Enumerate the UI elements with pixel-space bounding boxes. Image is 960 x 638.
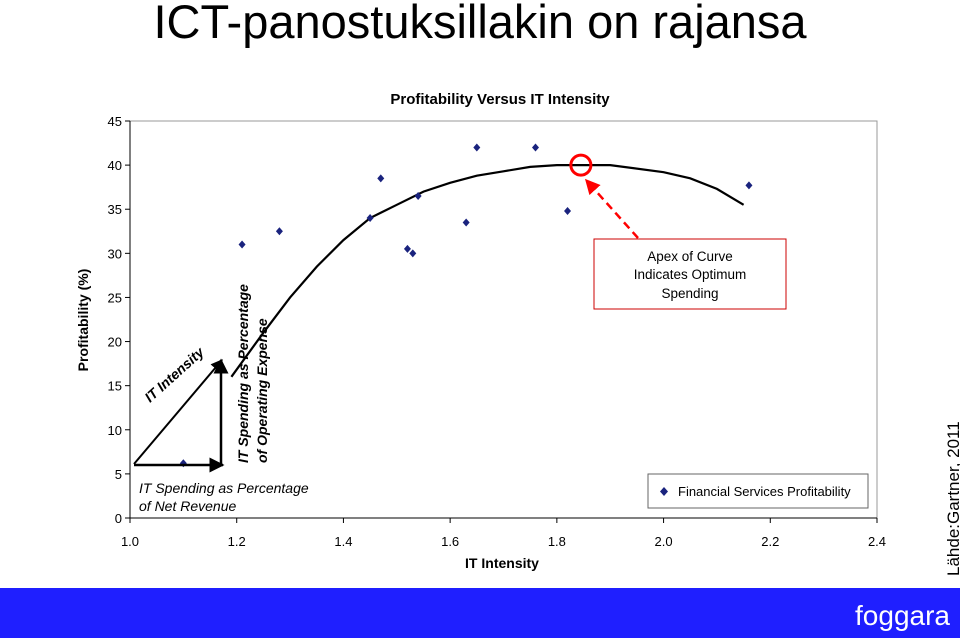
vertical-label-line-1: IT Spending as Percentage <box>235 284 251 463</box>
vertical-label-line-2: of Operating Expense <box>254 318 270 463</box>
y-tick-label: 40 <box>108 158 122 173</box>
horizontal-label-line-1: IT Spending as Percentage <box>139 480 309 496</box>
data-point <box>403 244 411 253</box>
legend-label: Financial Services Profitability <box>678 484 851 499</box>
x-tick-label: 2.0 <box>655 534 673 549</box>
data-point <box>462 218 470 227</box>
y-tick-label: 15 <box>108 379 122 394</box>
x-axis-label: IT Intensity <box>465 555 539 571</box>
scatter-chart: Profitability Versus IT Intensity Profit… <box>75 91 886 571</box>
legend: Financial Services Profitability <box>647 473 869 509</box>
x-tick-label: 2.2 <box>761 534 779 549</box>
y-tick-label: 25 <box>108 290 122 305</box>
legend-box <box>647 473 869 509</box>
brand-logo-text: foggara <box>855 600 950 631</box>
apex-annotation-line-3: Spending <box>661 286 718 301</box>
apex-annotation-line-1: Apex of Curve <box>647 249 733 264</box>
apex-annotation: Apex of Curve Indicates Optimum Spending <box>593 238 787 310</box>
data-point <box>238 240 246 249</box>
y-tick-label: 30 <box>108 246 122 261</box>
slide-title: ICT-panostuksillakin on rajansa <box>153 0 807 48</box>
data-point <box>275 227 283 236</box>
data-point <box>745 181 753 190</box>
data-point <box>532 143 540 152</box>
x-axis-ticks: 1.0 1.2 1.4 1.6 1.8 2.0 2.2 2.4 <box>121 517 886 549</box>
apex-pointer-arrow <box>584 178 639 239</box>
x-tick-label: 1.6 <box>441 534 459 549</box>
footer-bar: foggara <box>0 588 960 638</box>
x-tick-label: 1.0 <box>121 534 139 549</box>
y-axis-ticks: 0 5 10 15 20 25 30 35 40 45 <box>108 114 131 526</box>
y-tick-label: 20 <box>108 335 122 350</box>
source-note: Lähde:Gartner, 2011 <box>944 421 960 576</box>
y-tick-label: 45 <box>108 114 122 129</box>
y-axis-label: Profitability (%) <box>75 269 91 372</box>
x-tick-label: 1.4 <box>334 534 352 549</box>
data-point <box>564 206 572 215</box>
apex-marker <box>569 153 593 177</box>
y-tick-label: 5 <box>115 467 122 482</box>
horizontal-label-line-2: of Net Revenue <box>139 498 236 514</box>
data-point <box>414 191 422 200</box>
data-point <box>366 214 374 223</box>
y-tick-label: 10 <box>108 423 122 438</box>
chart-title: Profitability Versus IT Intensity <box>390 91 610 108</box>
it-intensity-diagram: IT Intensity IT Spending as Percentage o… <box>133 284 309 514</box>
y-tick-label: 35 <box>108 202 122 217</box>
data-point <box>409 249 417 258</box>
it-intensity-diagonal-arrow <box>133 359 223 465</box>
legend-marker-icon <box>660 487 668 496</box>
it-intensity-label: IT Intensity <box>141 343 208 405</box>
trend-curve <box>230 164 745 378</box>
y-tick-label: 0 <box>115 511 122 526</box>
apex-annotation-box <box>593 238 787 310</box>
x-tick-label: 1.2 <box>228 534 246 549</box>
x-tick-label: 1.8 <box>548 534 566 549</box>
x-tick-label: 2.4 <box>868 534 886 549</box>
data-point <box>377 174 385 183</box>
data-point <box>473 143 481 152</box>
data-points <box>179 143 753 468</box>
apex-annotation-line-2: Indicates Optimum <box>634 267 747 282</box>
